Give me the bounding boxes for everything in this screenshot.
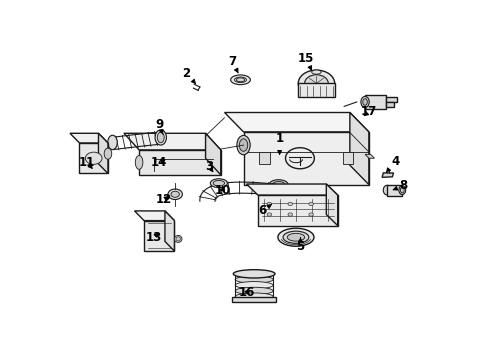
Ellipse shape [168, 189, 182, 199]
Ellipse shape [235, 282, 273, 289]
Polygon shape [124, 133, 220, 150]
Ellipse shape [399, 186, 406, 194]
Ellipse shape [234, 77, 246, 82]
Ellipse shape [233, 270, 275, 278]
Circle shape [305, 75, 328, 92]
Circle shape [267, 213, 271, 216]
Text: 14: 14 [151, 156, 168, 169]
Text: 3: 3 [205, 160, 214, 173]
Text: 4: 4 [387, 154, 399, 172]
Circle shape [309, 202, 314, 206]
Circle shape [85, 152, 102, 164]
Ellipse shape [239, 139, 248, 151]
Text: 12: 12 [156, 193, 172, 206]
Ellipse shape [312, 93, 321, 97]
Ellipse shape [363, 99, 368, 105]
Text: 8: 8 [393, 179, 407, 193]
Text: 16: 16 [238, 286, 255, 299]
Text: 7: 7 [228, 55, 238, 73]
Ellipse shape [287, 233, 305, 241]
Polygon shape [144, 221, 174, 251]
Polygon shape [165, 211, 174, 251]
Circle shape [309, 213, 314, 216]
Ellipse shape [213, 180, 224, 186]
Text: 1: 1 [275, 132, 284, 154]
Text: 2: 2 [182, 67, 196, 84]
Ellipse shape [235, 293, 273, 300]
Text: 5: 5 [296, 238, 305, 253]
Ellipse shape [108, 135, 117, 150]
Ellipse shape [400, 187, 404, 193]
Polygon shape [365, 154, 374, 158]
Ellipse shape [231, 75, 250, 85]
Polygon shape [135, 211, 174, 221]
Text: 11: 11 [79, 156, 95, 169]
Ellipse shape [383, 185, 391, 195]
Text: 6: 6 [258, 204, 271, 217]
Ellipse shape [176, 237, 180, 241]
Ellipse shape [283, 231, 309, 243]
Ellipse shape [157, 132, 164, 143]
Polygon shape [326, 184, 338, 226]
Ellipse shape [235, 276, 273, 283]
Polygon shape [259, 152, 270, 163]
Circle shape [288, 202, 293, 206]
Text: 9: 9 [155, 118, 163, 134]
Ellipse shape [278, 228, 314, 246]
Ellipse shape [272, 181, 285, 188]
Ellipse shape [235, 287, 273, 294]
Polygon shape [386, 97, 397, 102]
Polygon shape [382, 173, 393, 177]
Polygon shape [350, 112, 369, 185]
Ellipse shape [135, 156, 143, 169]
Ellipse shape [155, 130, 167, 145]
Polygon shape [343, 152, 353, 163]
Polygon shape [386, 102, 393, 107]
Polygon shape [387, 185, 402, 195]
Polygon shape [232, 297, 276, 302]
Ellipse shape [210, 179, 227, 188]
Text: 13: 13 [146, 231, 162, 244]
Ellipse shape [171, 191, 179, 197]
Polygon shape [298, 84, 335, 97]
Ellipse shape [235, 270, 273, 278]
Polygon shape [139, 150, 220, 175]
Circle shape [288, 213, 293, 216]
Ellipse shape [174, 235, 182, 242]
Polygon shape [70, 133, 108, 143]
Text: 10: 10 [215, 184, 231, 197]
Text: 15: 15 [298, 52, 315, 70]
Polygon shape [206, 133, 220, 175]
Text: 17: 17 [361, 105, 377, 118]
Polygon shape [258, 195, 338, 226]
Ellipse shape [104, 148, 112, 159]
Polygon shape [224, 112, 369, 132]
Ellipse shape [361, 96, 369, 108]
Ellipse shape [269, 180, 288, 189]
Ellipse shape [237, 135, 250, 155]
Circle shape [267, 202, 271, 206]
Polygon shape [98, 133, 108, 174]
Polygon shape [79, 143, 108, 174]
Circle shape [286, 148, 315, 169]
Polygon shape [246, 184, 338, 195]
Polygon shape [365, 95, 386, 109]
Ellipse shape [312, 70, 321, 74]
Circle shape [298, 70, 335, 97]
Polygon shape [244, 132, 369, 185]
